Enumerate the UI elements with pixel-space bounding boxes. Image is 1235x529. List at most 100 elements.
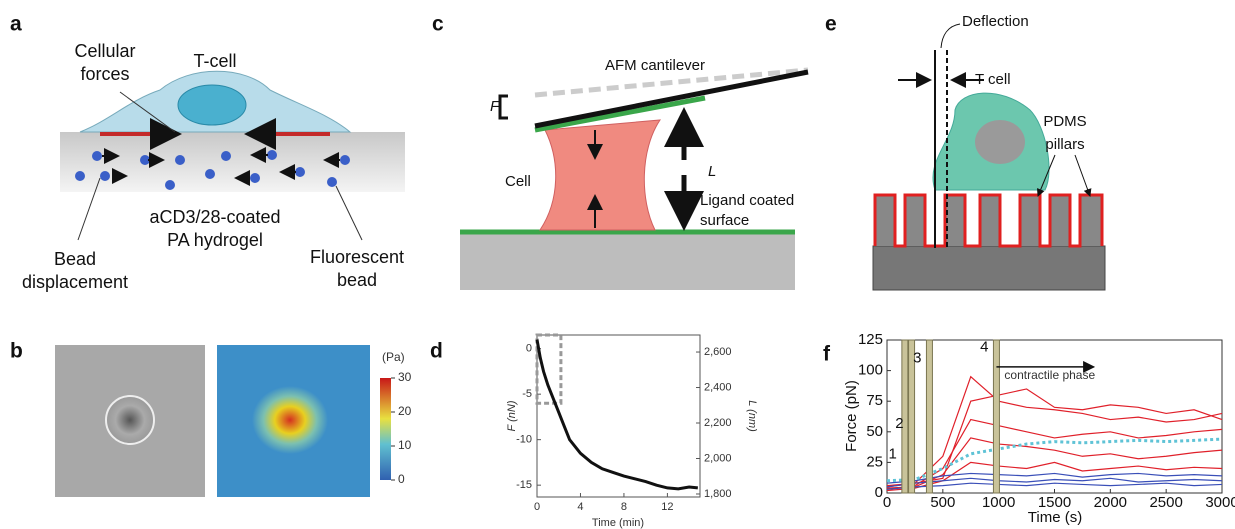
annotation: T cell xyxy=(975,71,1011,88)
phase-marker xyxy=(992,339,1000,494)
pointer xyxy=(1036,154,1056,197)
pointer xyxy=(940,23,961,49)
curve xyxy=(535,339,698,491)
annotation: aCD3/28-coated xyxy=(149,207,280,227)
cantilever xyxy=(534,69,809,129)
panel-f: f Force (pN) Time (s) 0 500 1000 1500 2000 25… xyxy=(823,331,1235,526)
substrate xyxy=(460,232,795,290)
y-tick-label: 100 xyxy=(858,362,883,379)
trace xyxy=(886,477,1223,488)
x-tick-label: 1000 xyxy=(982,494,1015,511)
panel-e: e Deflection T cell PDMS pillars xyxy=(825,13,1106,291)
phase-label: 1 xyxy=(889,446,897,463)
y-tick-label: 75 xyxy=(866,392,883,409)
y-tick-label: -10 xyxy=(516,434,532,446)
y2-tick-label: 1,800 xyxy=(704,488,732,500)
annotation: T-cell xyxy=(193,51,236,71)
annotation: forces xyxy=(80,64,129,84)
x-tick-label: 2000 xyxy=(1094,494,1127,511)
panel-label: d xyxy=(430,340,443,363)
panel-label: b xyxy=(10,340,23,363)
plot-frame xyxy=(536,334,701,498)
annotation: surface xyxy=(700,212,749,229)
annotation: Cellular xyxy=(74,41,135,61)
pillars xyxy=(873,193,1104,248)
annotation: L xyxy=(708,163,716,180)
y2-tick-label: 2,600 xyxy=(704,346,732,358)
x-tick-label: 3000 xyxy=(1205,494,1235,511)
panel-label: a xyxy=(10,13,22,36)
panel-label: f xyxy=(823,343,831,366)
trace xyxy=(886,418,1223,490)
annotation: PDMS xyxy=(1043,113,1086,130)
y-tick-label: -5 xyxy=(522,388,532,400)
mean-trace xyxy=(886,437,1223,483)
axis-label: L (nm) xyxy=(746,400,758,432)
y2-tick-label: 2,400 xyxy=(704,381,732,393)
trace xyxy=(886,482,1223,490)
y2-tick-label: 2,200 xyxy=(704,417,732,429)
y-tick-label: -15 xyxy=(516,479,532,491)
y-tick-label: 0 xyxy=(875,484,883,501)
axis-label: Force (pN) xyxy=(843,380,860,452)
displacement-arrows xyxy=(102,147,340,186)
panel-label: c xyxy=(432,13,444,36)
panel-label: e xyxy=(825,13,837,36)
panel-d: d F (nN) L (nm) Time (min) 0 4 8 12 0 -5 -10 -1… xyxy=(430,333,758,529)
y2-tick-label: 2,000 xyxy=(704,452,732,464)
colorbar-tick-label: 30 xyxy=(398,370,412,384)
phase-label: 2 xyxy=(895,415,903,432)
plot-frame xyxy=(886,339,1223,494)
axis-label: Time (min) xyxy=(592,517,644,529)
x-tick-label: 12 xyxy=(661,501,673,513)
phase-annotation: contractile phase xyxy=(1004,368,1095,382)
trace xyxy=(886,472,1223,484)
colorbar-tick-label: 0 xyxy=(398,472,405,486)
annotation: displacement xyxy=(22,272,128,292)
colorbar xyxy=(380,378,391,480)
annotation: AFM cantilever xyxy=(605,57,705,74)
x-tick-label: 8 xyxy=(621,501,627,513)
colorbar-tick-label: 10 xyxy=(398,438,412,452)
panel-b: b (Pa) 0 10 20 30 xyxy=(10,340,412,497)
x-tick-label: 4 xyxy=(577,501,583,513)
pointer xyxy=(77,177,101,241)
traction-hotspot xyxy=(252,386,328,454)
annotation: Deflection xyxy=(962,13,1029,30)
y-tick-label: 25 xyxy=(866,453,883,470)
annotation: pillars xyxy=(1045,136,1084,153)
trace xyxy=(886,437,1223,489)
annotation: bead xyxy=(337,270,377,290)
panel-c: c AFM cantilever F L Cell Ligand coated … xyxy=(432,13,809,290)
phase-label: 3 xyxy=(913,349,921,366)
highlight-box xyxy=(535,333,563,405)
colorbar-unit: (Pa) xyxy=(382,350,405,364)
annotation: Fluorescent xyxy=(310,247,404,267)
pillar-base xyxy=(872,245,1106,291)
cantilever-rest xyxy=(534,67,809,98)
pointer xyxy=(1074,154,1092,197)
axis-label: F (nN) xyxy=(506,400,518,431)
x-tick-label: 500 xyxy=(930,494,955,511)
y-tick-label: 50 xyxy=(866,423,883,440)
annotation: Cell xyxy=(505,173,531,190)
annotation: Ligand coated xyxy=(700,192,794,209)
y-tick-label: 0 xyxy=(526,343,532,355)
nucleus xyxy=(975,120,1025,164)
nucleus xyxy=(177,84,247,126)
x-tick-label: 0 xyxy=(883,494,891,511)
phase-marker xyxy=(901,339,909,494)
annotation: Bead xyxy=(54,249,96,269)
x-tick-label: 0 xyxy=(534,501,540,513)
annotation: PA hydrogel xyxy=(167,230,263,250)
pointer xyxy=(335,185,363,241)
hydrogel xyxy=(60,132,405,192)
y-tick-label: 125 xyxy=(858,331,883,348)
cantilever-coating xyxy=(534,95,706,133)
phase-marker xyxy=(925,339,933,494)
cell-shape xyxy=(539,119,661,231)
colorbar-tick-label: 20 xyxy=(398,404,412,418)
trace xyxy=(886,388,1223,487)
phase-label: 4 xyxy=(980,339,988,356)
